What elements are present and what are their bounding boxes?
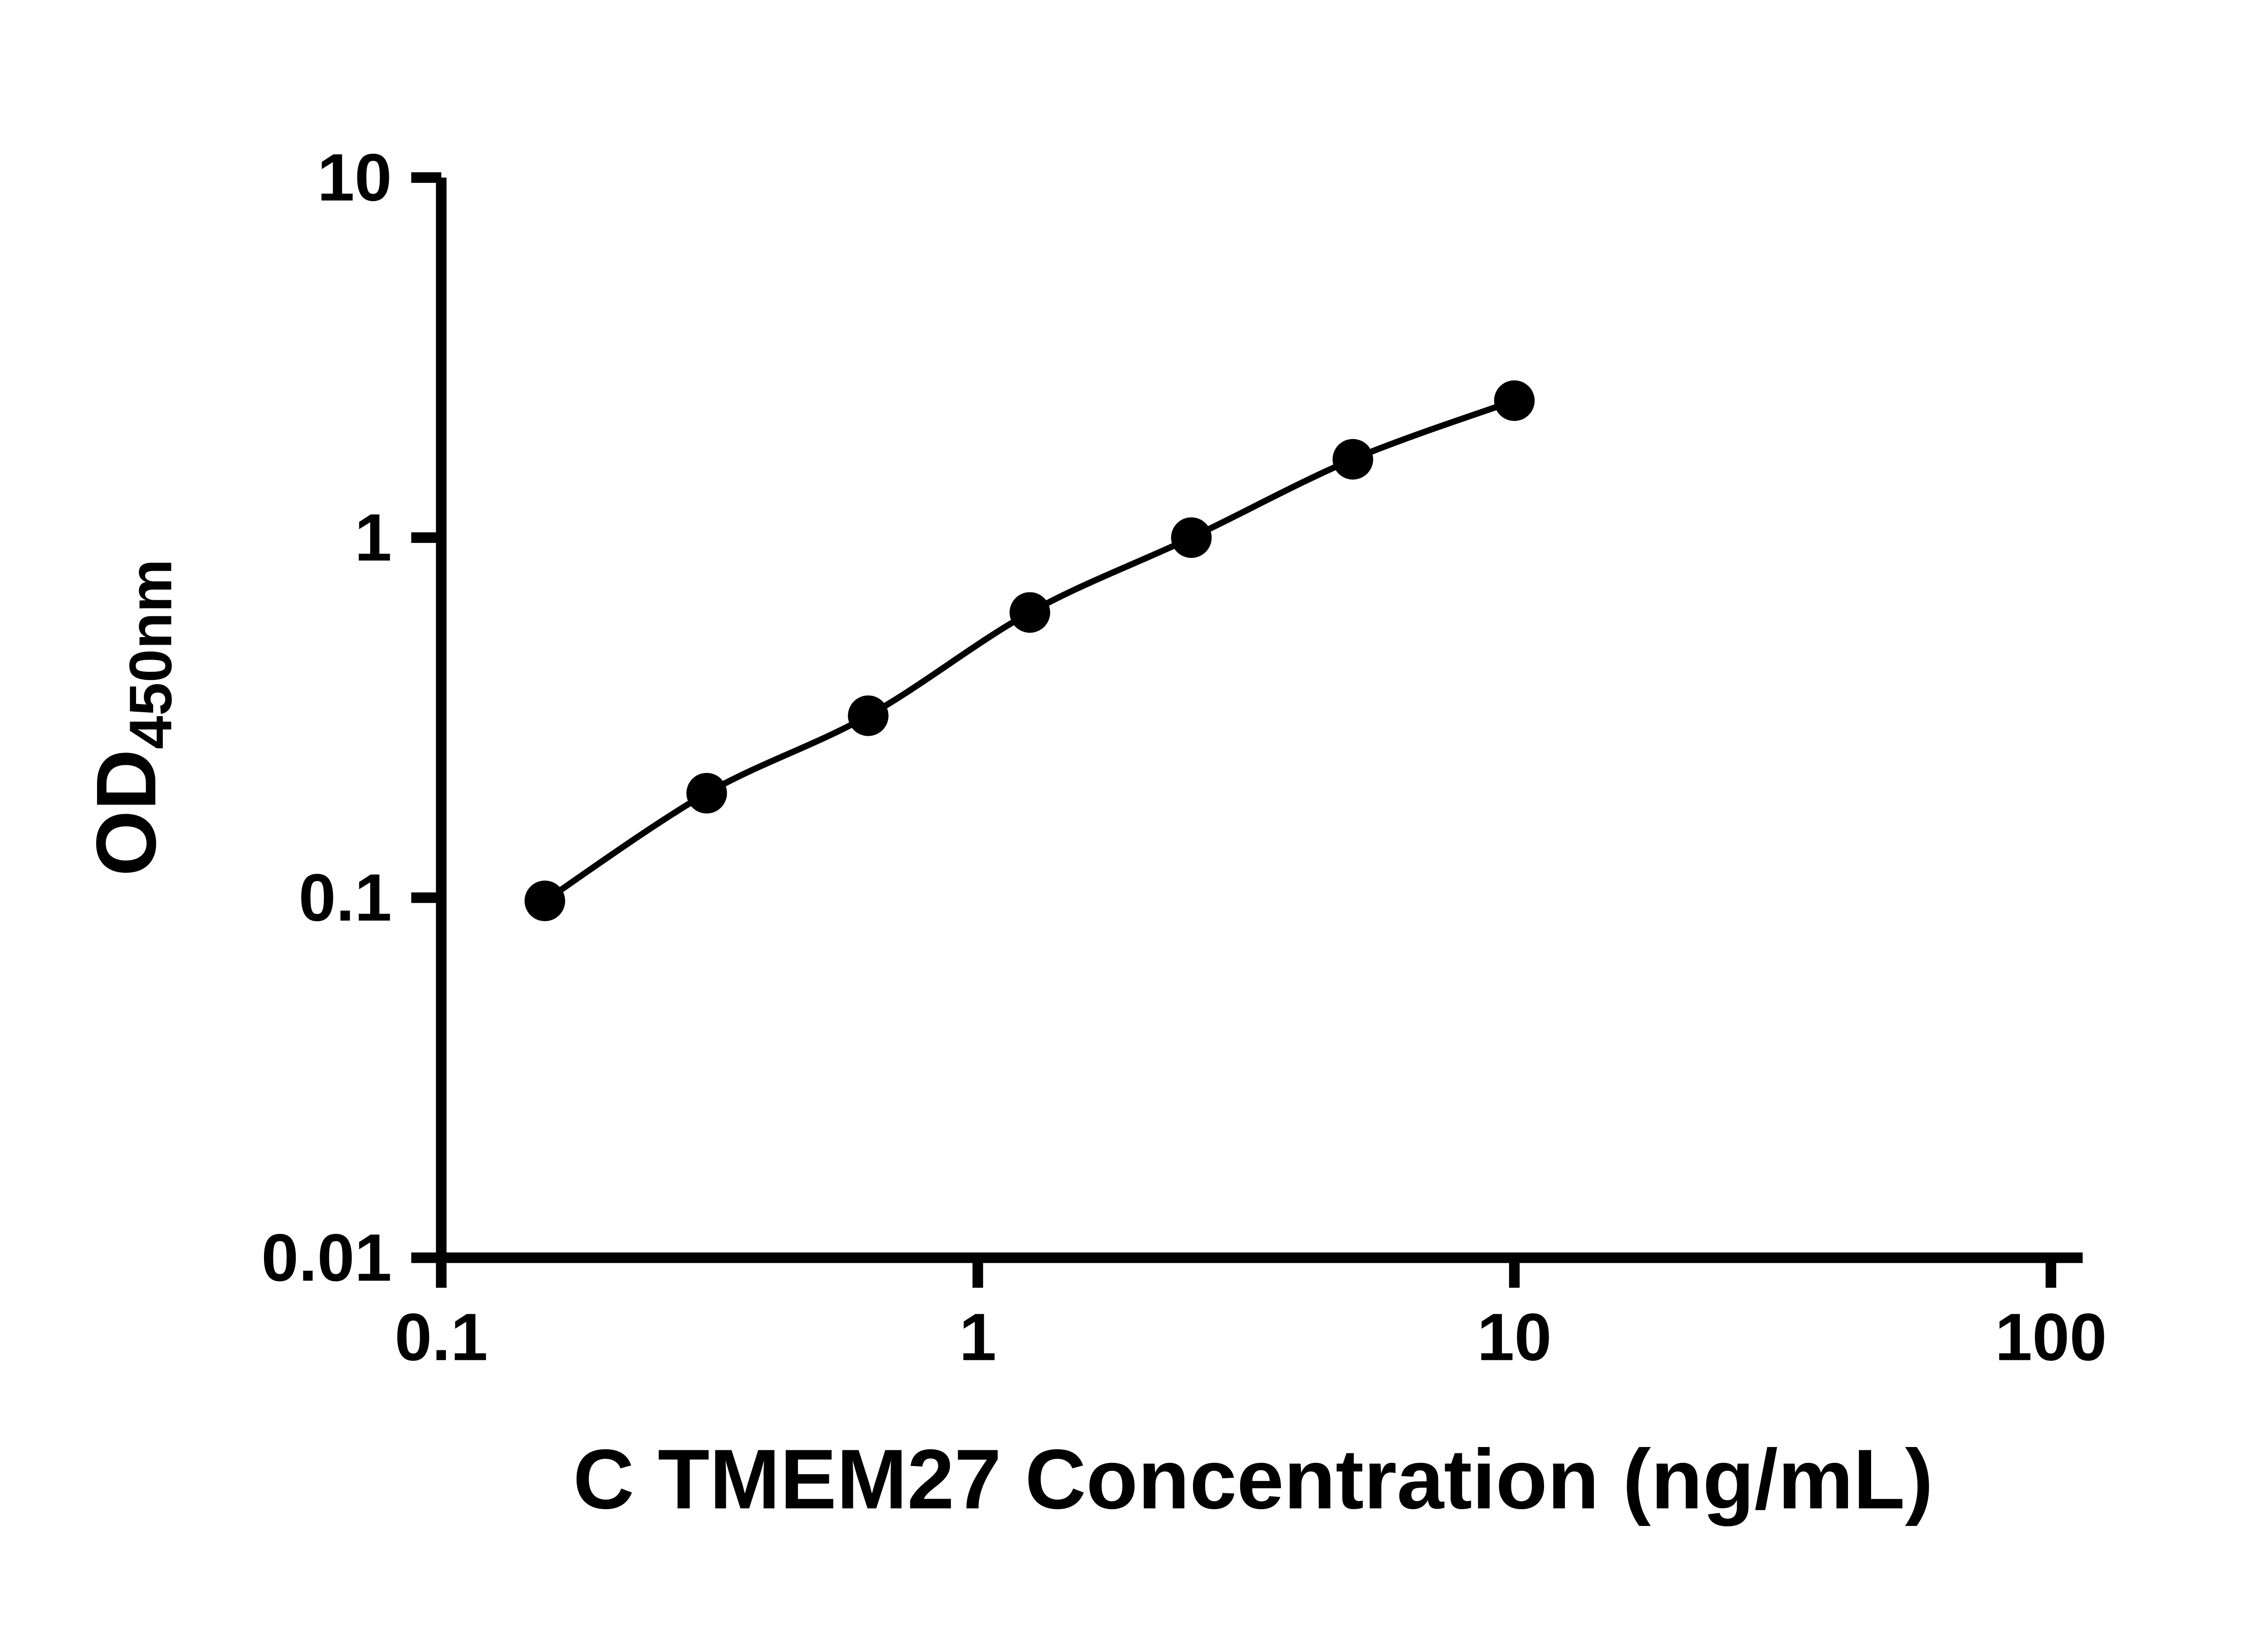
x-tick-label: 10 [1477, 1300, 1551, 1374]
y-tick-label: 10 [317, 140, 391, 215]
curve-line [543, 397, 1515, 904]
x-axis-title: C TMEM27 Concentration (ng/mL) [573, 1432, 1933, 1526]
data-point [524, 880, 565, 921]
data-point [1332, 439, 1374, 480]
data-point [686, 772, 727, 814]
x-tick-label: 0.1 [395, 1300, 488, 1374]
data-point [848, 695, 889, 736]
x-tick-label: 100 [1995, 1300, 2107, 1374]
data-point [1171, 517, 1212, 558]
y-axis-title-main: OD [78, 749, 173, 876]
x-tick-label: 1 [959, 1300, 997, 1374]
data-point [1009, 592, 1051, 633]
y-axis-title-sub: 450nm [117, 559, 184, 749]
y-tick-label: 1 [355, 500, 392, 575]
y-tick-label: 0.01 [261, 1220, 392, 1295]
y-axis-title: OD450nm [78, 559, 184, 876]
y-tick-label: 0.1 [298, 861, 392, 935]
data-point [1494, 380, 1535, 421]
